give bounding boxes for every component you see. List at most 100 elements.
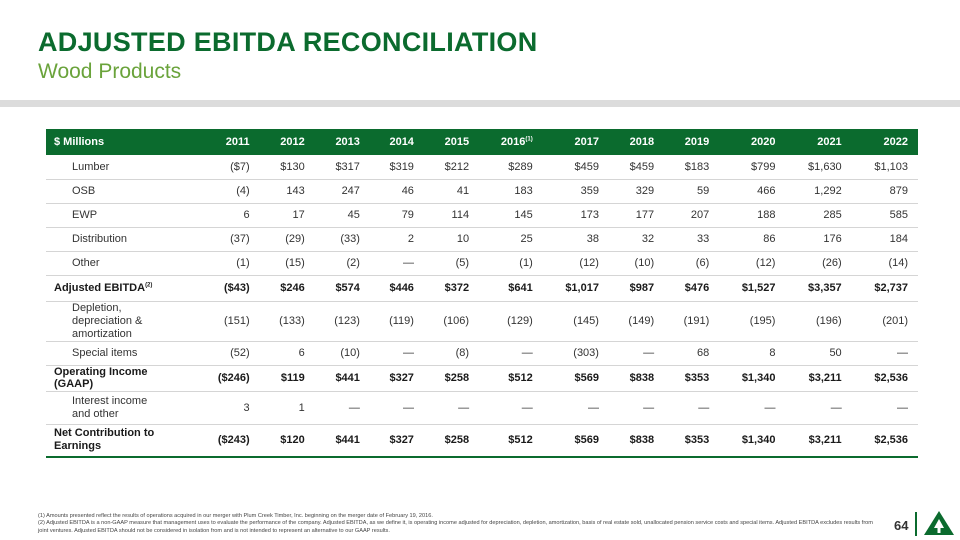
year-header: 2017 [542, 129, 609, 155]
value-cell: — [608, 341, 665, 366]
value-cell: 45 [314, 203, 370, 228]
row-label: Operating Income (GAAP) [54, 366, 148, 390]
value-cell: $512 [479, 365, 543, 392]
page-number: 64 [894, 518, 909, 533]
value-cell: $246 [259, 274, 315, 302]
value-cell: $459 [608, 155, 665, 180]
value-cell: 183 [479, 179, 543, 204]
year-header: 2022 [851, 129, 918, 155]
value-cell: 46 [369, 179, 424, 204]
row-label-cell: Depletion, depreciation & amortization [46, 301, 196, 342]
value-cell: 359 [542, 179, 609, 204]
year-header: 2018 [608, 129, 665, 155]
year-header-2016: 2016(1) [479, 129, 543, 155]
value-cell: 177 [608, 203, 665, 228]
row-label-cell: Adjusted EBITDA(2) [46, 274, 196, 302]
row-label-cell: Special items [46, 341, 196, 366]
value-cell: (191) [664, 301, 720, 342]
footnote-marker: (1) [525, 136, 533, 143]
value-cell: (1) [479, 251, 543, 276]
value-cell: (106) [423, 301, 480, 342]
value-cell: $353 [664, 365, 720, 392]
value-cell: $476 [664, 274, 720, 302]
value-cell: $183 [664, 155, 720, 180]
value-cell: 6 [259, 341, 315, 366]
value-cell: (119) [369, 301, 424, 342]
value-cell: (12) [719, 251, 786, 276]
row-interest-income: Interest income and other 3 1— — — — — — — — — — [46, 391, 918, 425]
table-header-row: $ Millions 2011 2012 2013 2014 2015 2016… [46, 129, 918, 155]
value-cell: (37) [196, 227, 260, 252]
value-cell: $838 [608, 424, 665, 458]
value-cell: 6 [196, 203, 260, 228]
value-cell: (145) [542, 301, 609, 342]
value-cell: (149) [608, 301, 665, 342]
row-net-contribution: Net Contribution to Earnings ($243) $120 $4… [46, 424, 918, 458]
value-cell: $1,340 [719, 424, 786, 458]
value-cell: (2) [314, 251, 370, 276]
page-subtitle: Wood Products [38, 60, 182, 83]
value-cell: 188 [719, 203, 786, 228]
value-cell: $459 [542, 155, 609, 180]
value-cell: 50 [785, 341, 852, 366]
value-cell: $258 [423, 365, 480, 392]
value-cell: (151) [196, 301, 260, 342]
value-cell: 1,292 [785, 179, 852, 204]
value-cell: ($246) [196, 365, 260, 392]
value-cell: $641 [479, 274, 543, 302]
value-cell: $119 [259, 365, 315, 392]
value-cell: 329 [608, 179, 665, 204]
row-label: Other [72, 257, 100, 269]
value-cell: $1,103 [851, 155, 918, 180]
value-cell: (10) [608, 251, 665, 276]
value-cell: (195) [719, 301, 786, 342]
value-cell: (4) [196, 179, 260, 204]
value-cell: 143 [259, 179, 315, 204]
year-header: 2015 [423, 129, 480, 155]
row-label-cell: OSB [46, 179, 196, 204]
page-title: ADJUSTED EBITDA RECONCILIATION [38, 27, 538, 57]
value-cell: (123) [314, 301, 370, 342]
value-cell: 114 [423, 203, 480, 228]
table-body: Lumber ($7) $130 $317 $319 $212 $289 $459 $459 $1… [46, 155, 918, 458]
value-cell: ($43) [196, 274, 260, 302]
value-cell: $574 [314, 274, 370, 302]
row-label: EWP [72, 209, 98, 221]
value-cell: $441 [314, 424, 370, 458]
value-cell: 79 [369, 203, 424, 228]
value-cell: $317 [314, 155, 370, 180]
value-cell: (129) [479, 301, 543, 342]
value-cell: $319 [369, 155, 424, 180]
value-cell: — [314, 391, 370, 425]
value-cell: $2,536 [851, 365, 918, 392]
value-cell: $130 [259, 155, 315, 180]
value-cell: (196) [785, 301, 852, 342]
value-cell: 247 [314, 179, 370, 204]
value-cell: — [851, 341, 918, 366]
row-label-cell: Operating Income (GAAP) [46, 365, 196, 392]
value-cell: 25 [479, 227, 543, 252]
value-cell: $446 [369, 274, 424, 302]
value-cell: 173 [542, 203, 609, 228]
value-cell: $569 [542, 365, 609, 392]
row-label-cell: Interest income and other [46, 391, 196, 425]
page-number-divider [915, 512, 917, 536]
row-depletion: Depletion, depreciation & amortization (1… [46, 301, 918, 342]
value-cell: — [608, 391, 665, 425]
row-label-cell: Net Contribution to Earnings [46, 424, 196, 458]
value-cell: $353 [664, 424, 720, 458]
year-header: 2020 [719, 129, 786, 155]
value-cell: $799 [719, 155, 786, 180]
value-cell: — [479, 341, 543, 366]
value-cell: — [479, 391, 543, 425]
header-divider [0, 100, 960, 107]
value-cell: — [542, 391, 609, 425]
row-special-items: Special items (52) 6 (10) — (8) — (303) —68 8 50— [46, 341, 918, 366]
year-header: 2014 [369, 129, 424, 155]
value-cell: 33 [664, 227, 720, 252]
value-cell: 879 [851, 179, 918, 204]
corner-label: $ Millions [46, 129, 196, 155]
year-header: 2021 [785, 129, 852, 155]
row-label: OSB [72, 185, 96, 197]
footnote-1: (1) Amounts presented reflect the result… [38, 513, 433, 519]
